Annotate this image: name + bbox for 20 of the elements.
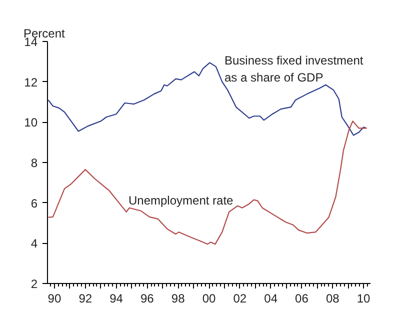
- y-tick-label: 10: [24, 116, 38, 130]
- x-tick-label: 96: [140, 292, 154, 306]
- y-tick-label: 2: [30, 277, 38, 291]
- x-tick-label: 90: [48, 292, 62, 306]
- x-tick-label: 94: [110, 292, 124, 306]
- x-tick-label: 04: [264, 292, 278, 306]
- x-tick-label: 02: [233, 292, 247, 306]
- y-tick-label: 4: [30, 236, 38, 251]
- x-tick-label: 98: [171, 292, 186, 306]
- x-tick-label: 92: [78, 292, 92, 306]
- annotation: Unemployment rate: [128, 194, 234, 208]
- x-tick-label: 00: [202, 292, 216, 306]
- y-tick-label: 6: [30, 196, 38, 210]
- x-tick-label: 08: [326, 292, 340, 306]
- annotation: Business fixed investment as a share of GDP: [224, 54, 364, 84]
- x-tick-label: 10: [356, 292, 371, 306]
- y-tick-label: 8: [30, 156, 38, 170]
- x-tick-label: 06: [295, 292, 309, 306]
- y-tick-label: 12: [24, 75, 38, 90]
- line-series: [48, 120, 368, 245]
